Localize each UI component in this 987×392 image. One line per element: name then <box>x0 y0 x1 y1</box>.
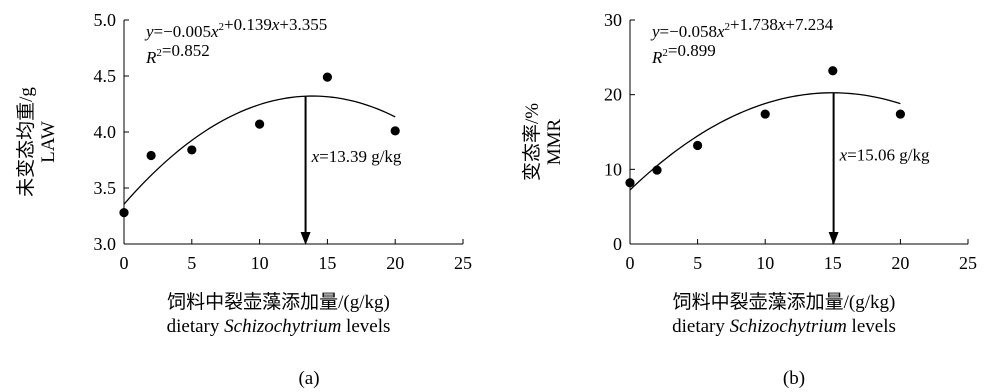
optimum-arrow-head <box>828 232 839 245</box>
data-point <box>693 140 703 151</box>
data-point <box>895 109 906 119</box>
data-point <box>255 119 265 129</box>
y-tick-label: 10 <box>604 159 622 179</box>
x-axis-title-en: dietary Schizochytrium levels <box>672 316 896 337</box>
eq-var: y <box>650 22 660 41</box>
x-tick-label: 0 <box>120 253 129 273</box>
x-axis-title-en-part: dietary <box>672 316 730 337</box>
eq-text: =−0.005 <box>154 22 211 41</box>
eq-sup: 2 <box>156 47 162 59</box>
y-axis-title: 变态率/% MMR <box>521 103 565 181</box>
r-squared: R2=0.852 <box>145 41 210 67</box>
eq-var: x <box>210 22 219 41</box>
y-tick-label: 5.0 <box>94 10 117 30</box>
y-tick-label: 3.5 <box>94 178 117 198</box>
eq-text: +0.139 <box>224 15 272 34</box>
eq-text: +3.355 <box>279 15 327 34</box>
y-tick-label: 3.0 <box>94 234 117 254</box>
data-point <box>828 66 838 76</box>
y-tick-label: 20 <box>604 85 622 105</box>
x-axis-title-en-part: levels <box>341 316 390 337</box>
y-axis-title-en: MMR <box>544 118 565 165</box>
x-axis-title-en-part: dietary <box>167 316 225 337</box>
x-tick-label: 15 <box>824 253 842 273</box>
eq-text: =0.852 <box>162 41 210 60</box>
fit-curve <box>123 95 396 205</box>
optimum-label: x=13.39 g/kg <box>311 147 402 166</box>
panel-a: 3.03.54.04.55.00 5 10 15 20 25x=13.39 g/kgy=−… <box>15 10 472 389</box>
data-point <box>322 72 332 82</box>
eq-var: y <box>144 22 154 41</box>
eq-text: +1.738 <box>730 15 778 34</box>
panel-label: (b) <box>783 368 805 389</box>
data-point <box>390 126 400 136</box>
x-axis-title-en-part: Schizochytrium <box>224 316 341 337</box>
eq-var: x <box>271 15 280 34</box>
y-tick-label: 4.5 <box>94 66 117 86</box>
optimum-var: x <box>839 145 848 164</box>
y-tick-label: 30 <box>604 10 622 30</box>
x-axis-title-en-part: levels <box>847 316 896 337</box>
eq-sup: 2 <box>219 21 225 33</box>
optimum-label: x=15.06 g/kg <box>839 145 930 164</box>
x-axis-title-cn: 饲料中裂壶藻添加量/(g/kg) <box>167 291 390 313</box>
x-axis-title-cn: 饲料中裂壶藻添加量/(g/kg) <box>673 291 896 313</box>
panel-label: (a) <box>298 368 319 389</box>
x-tick-label: 5 <box>187 253 196 273</box>
y-tick-label: 4.0 <box>94 122 117 142</box>
x-tick-label: 0 <box>626 253 635 273</box>
eq-text: =0.899 <box>668 41 716 60</box>
y-axis-title-cn: 变态率/% <box>521 103 543 181</box>
x-tick-label: 15 <box>318 253 336 273</box>
eq-var: R <box>651 48 663 67</box>
y-tick-label: 0 <box>613 234 622 254</box>
r-squared: R2=0.899 <box>651 41 716 67</box>
data-point <box>187 145 197 155</box>
x-axis-title-en: dietary Schizochytrium levels <box>167 316 391 337</box>
eq-sup: 2 <box>662 47 668 59</box>
eq-var: R <box>145 48 157 67</box>
fit-equation: y=−0.005x2+0.139x+3.355 <box>144 15 327 41</box>
optimum-value: =15.06 g/kg <box>847 145 930 164</box>
optimum-value: =13.39 g/kg <box>319 147 402 166</box>
optimum-arrow-head <box>300 232 311 245</box>
data-point <box>146 150 156 161</box>
x-tick-label: 10 <box>756 253 774 273</box>
data-point <box>760 109 770 119</box>
x-axis-title-en-part: Schizochytrium <box>730 316 847 337</box>
fit-curve <box>629 92 901 191</box>
eq-var: x <box>777 15 786 34</box>
x-tick-label: 10 <box>251 253 269 273</box>
x-tick-label: 20 <box>891 253 909 273</box>
fit-equation: y=−0.058x2+1.738x+7.234 <box>650 15 834 41</box>
eq-text: =−0.058 <box>660 22 717 41</box>
data-point <box>119 208 129 218</box>
y-axis-title: 未变态均重/g LAW <box>15 87 59 197</box>
x-tick-label: 25 <box>454 253 472 273</box>
eq-var: x <box>716 22 725 41</box>
x-tick-label: 25 <box>959 253 977 273</box>
data-point <box>625 178 635 188</box>
eq-sup: 2 <box>725 21 731 33</box>
data-point <box>652 165 662 175</box>
y-axis-title-cn: 未变态均重/g <box>15 87 37 197</box>
eq-text: +7.234 <box>785 15 833 34</box>
x-tick-label: 20 <box>386 253 404 273</box>
x-tick-label: 5 <box>693 253 702 273</box>
y-axis-title-en: LAW <box>38 121 59 163</box>
optimum-var: x <box>311 147 320 166</box>
